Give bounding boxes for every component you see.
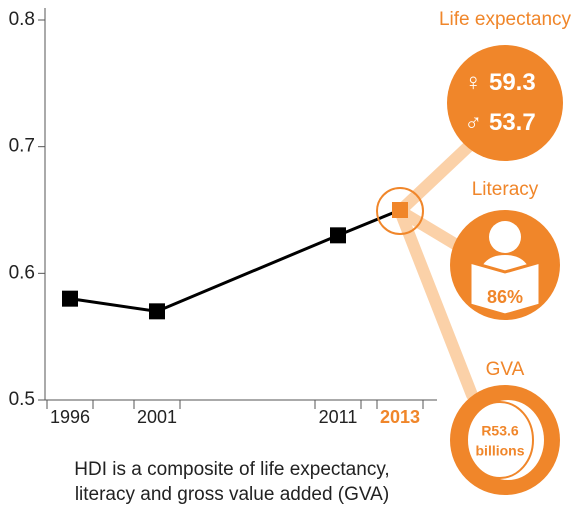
gva-title: GVA	[486, 359, 525, 380]
book	[468, 260, 542, 317]
male-value: ♂ 53.7	[464, 109, 535, 136]
x-tick-label: 1996	[50, 407, 90, 427]
female-value: ♀ 59.3	[464, 69, 535, 96]
connectors	[394, 139, 478, 401]
gva-value: R53.6	[481, 423, 519, 439]
y-tick-label: 0.5	[9, 389, 35, 410]
marker	[62, 290, 78, 307]
marker	[392, 202, 408, 218]
connector	[394, 139, 476, 217]
male: 53.7	[489, 109, 536, 136]
y-tick-label: 0.8	[9, 9, 35, 30]
marker	[330, 227, 346, 244]
literacy-title: Literacy	[472, 179, 539, 200]
connector	[394, 205, 471, 256]
line	[69, 208, 401, 313]
x-tick-label: 2001	[137, 407, 177, 427]
connector	[394, 205, 478, 401]
life-circle	[447, 45, 563, 161]
highlight-ring	[376, 187, 424, 235]
y-tick-label: 0.6	[9, 262, 35, 283]
female: 59.3	[489, 69, 536, 96]
female-symbol: ♀	[464, 69, 482, 96]
x-tick-label: 2013	[380, 407, 420, 427]
y-tick-label: 0.7	[9, 136, 35, 157]
life-title: Life expectancy	[439, 9, 572, 30]
person-head	[489, 221, 521, 253]
annotation: HDI is a composite of life expectancy,	[74, 459, 389, 480]
gva-unit: billions	[476, 443, 525, 459]
marker	[149, 303, 165, 320]
male-symbol: ♂	[464, 109, 482, 136]
x-tick-label: 2011	[319, 407, 358, 427]
annotation: literacy and gross value added (GVA)	[75, 484, 389, 505]
literacy-value: 86%	[487, 287, 523, 307]
coin	[466, 401, 534, 479]
